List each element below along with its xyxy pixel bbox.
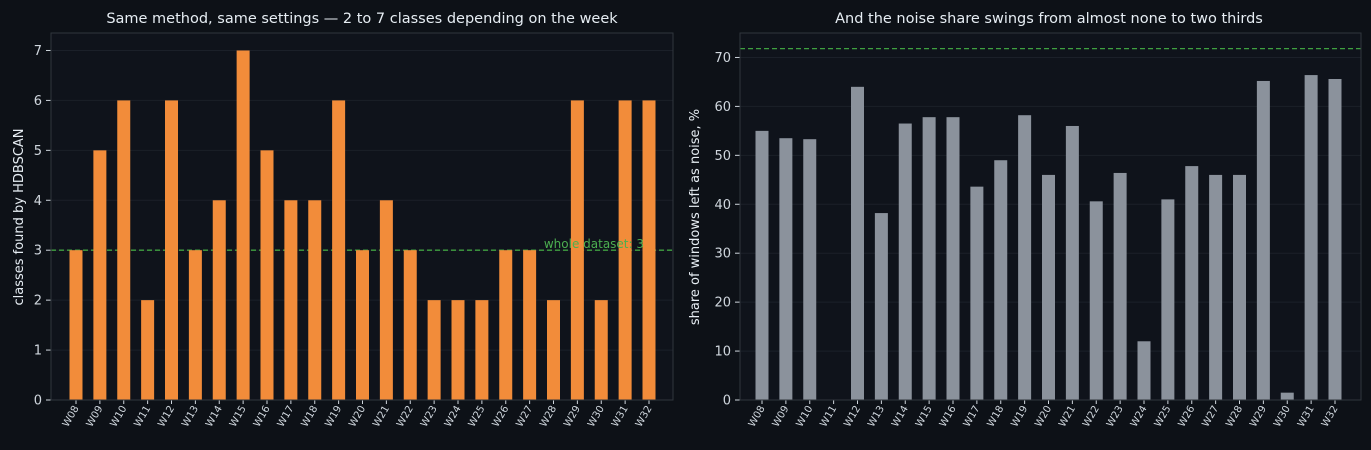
left-bar-w09 — [93, 150, 107, 400]
right-bar-w27 — [1209, 174, 1223, 400]
right-bar-w20 — [1042, 174, 1055, 400]
right-bar-w17 — [970, 186, 984, 400]
left-bar-w31 — [618, 100, 632, 400]
left-y-tick-label: 4 — [34, 194, 42, 209]
left-bar-w21 — [379, 200, 393, 400]
right-bars — [755, 75, 1342, 401]
right-bar-w30 — [1280, 392, 1294, 400]
right-bar-w09 — [779, 138, 793, 400]
right-bar-w23 — [1113, 172, 1127, 400]
left-chart-title: Same method, same settings — 2 to 7 clas… — [106, 11, 618, 27]
right-y-tick-label: 20 — [714, 296, 731, 311]
left-bar-w29 — [570, 100, 584, 400]
left-bar-w24 — [451, 300, 465, 400]
left-bar-w32 — [642, 100, 656, 400]
right-bar-w18 — [994, 160, 1008, 400]
left-y-tick-label: 7 — [34, 44, 42, 59]
left-y-tick-label: 3 — [34, 244, 42, 259]
right-bar-w28 — [1233, 174, 1246, 400]
right-y-tick-label: 70 — [714, 51, 731, 66]
right-bar-w12 — [851, 86, 864, 401]
left-bar-w17 — [284, 200, 298, 400]
right-bar-w14 — [898, 123, 912, 400]
left-reference-label: whole dataset: 3 — [544, 237, 644, 251]
left-bar-w25 — [475, 300, 489, 400]
left-bar-w20 — [356, 250, 369, 400]
right-bar-w19 — [1018, 115, 1032, 400]
right-chart-title: And the noise share swings from almost n… — [835, 11, 1263, 27]
left-y-tick-label: 2 — [34, 294, 42, 309]
right-bar-w21 — [1065, 125, 1079, 401]
left-bar-w26 — [499, 250, 513, 400]
right-y-tick-label: 40 — [714, 198, 731, 213]
right-bar-w31 — [1304, 75, 1318, 400]
right-bar-w32 — [1328, 78, 1342, 401]
right-bar-w10 — [803, 139, 817, 400]
left-bar-w13 — [188, 250, 202, 400]
left-bar-w12 — [165, 100, 178, 400]
left-y-tick-label: 1 — [34, 344, 42, 359]
left-y-tick-label: 0 — [34, 394, 42, 409]
left-bar-w15 — [236, 50, 250, 400]
left-y-ticks: 0 1 2 3 4 5 6 7 — [34, 44, 51, 409]
left-bar-w27 — [523, 250, 537, 400]
right-y-tick-label: 0 — [723, 394, 731, 409]
left-plot-frame — [50, 32, 674, 401]
right-bar-w22 — [1089, 201, 1103, 400]
right-plot-frame — [739, 32, 1362, 401]
left-bar-w10 — [117, 100, 131, 400]
left-y-axis-label: classes found by HDBSCAN — [12, 128, 27, 305]
right-y-axis-label: share of windows left as noise, % — [688, 109, 703, 325]
left-bar-w11 — [141, 300, 155, 400]
left-bar-w14 — [212, 200, 226, 400]
right-bar-w16 — [946, 117, 960, 400]
left-bars — [69, 50, 656, 400]
right-bar-w29 — [1256, 80, 1270, 401]
right-bar-w13 — [874, 213, 888, 400]
right-y-ticks: 0 10 20 30 40 50 60 70 — [714, 51, 740, 409]
left-bar-w18 — [308, 200, 322, 400]
left-bar-w28 — [547, 300, 560, 400]
right-bar-w24 — [1137, 341, 1151, 400]
right-bar-w08 — [755, 130, 769, 400]
left-bar-w16 — [260, 150, 274, 400]
left-y-tick-label: 6 — [34, 94, 42, 109]
right-bar-w25 — [1161, 199, 1175, 400]
left-y-tick-label: 5 — [34, 144, 42, 159]
right-y-tick-label: 60 — [714, 100, 731, 115]
left-bar-w22 — [403, 250, 417, 400]
left-bar-w30 — [594, 300, 608, 400]
left-bar-w08 — [69, 250, 83, 400]
right-y-tick-label: 10 — [714, 345, 731, 360]
right-bar-w26 — [1185, 166, 1199, 400]
left-bar-w23 — [427, 300, 441, 400]
right-bar-w15 — [922, 117, 936, 400]
right-y-tick-label: 50 — [714, 149, 731, 164]
right-y-tick-label: 30 — [714, 247, 731, 262]
left-bar-w19 — [332, 100, 346, 400]
